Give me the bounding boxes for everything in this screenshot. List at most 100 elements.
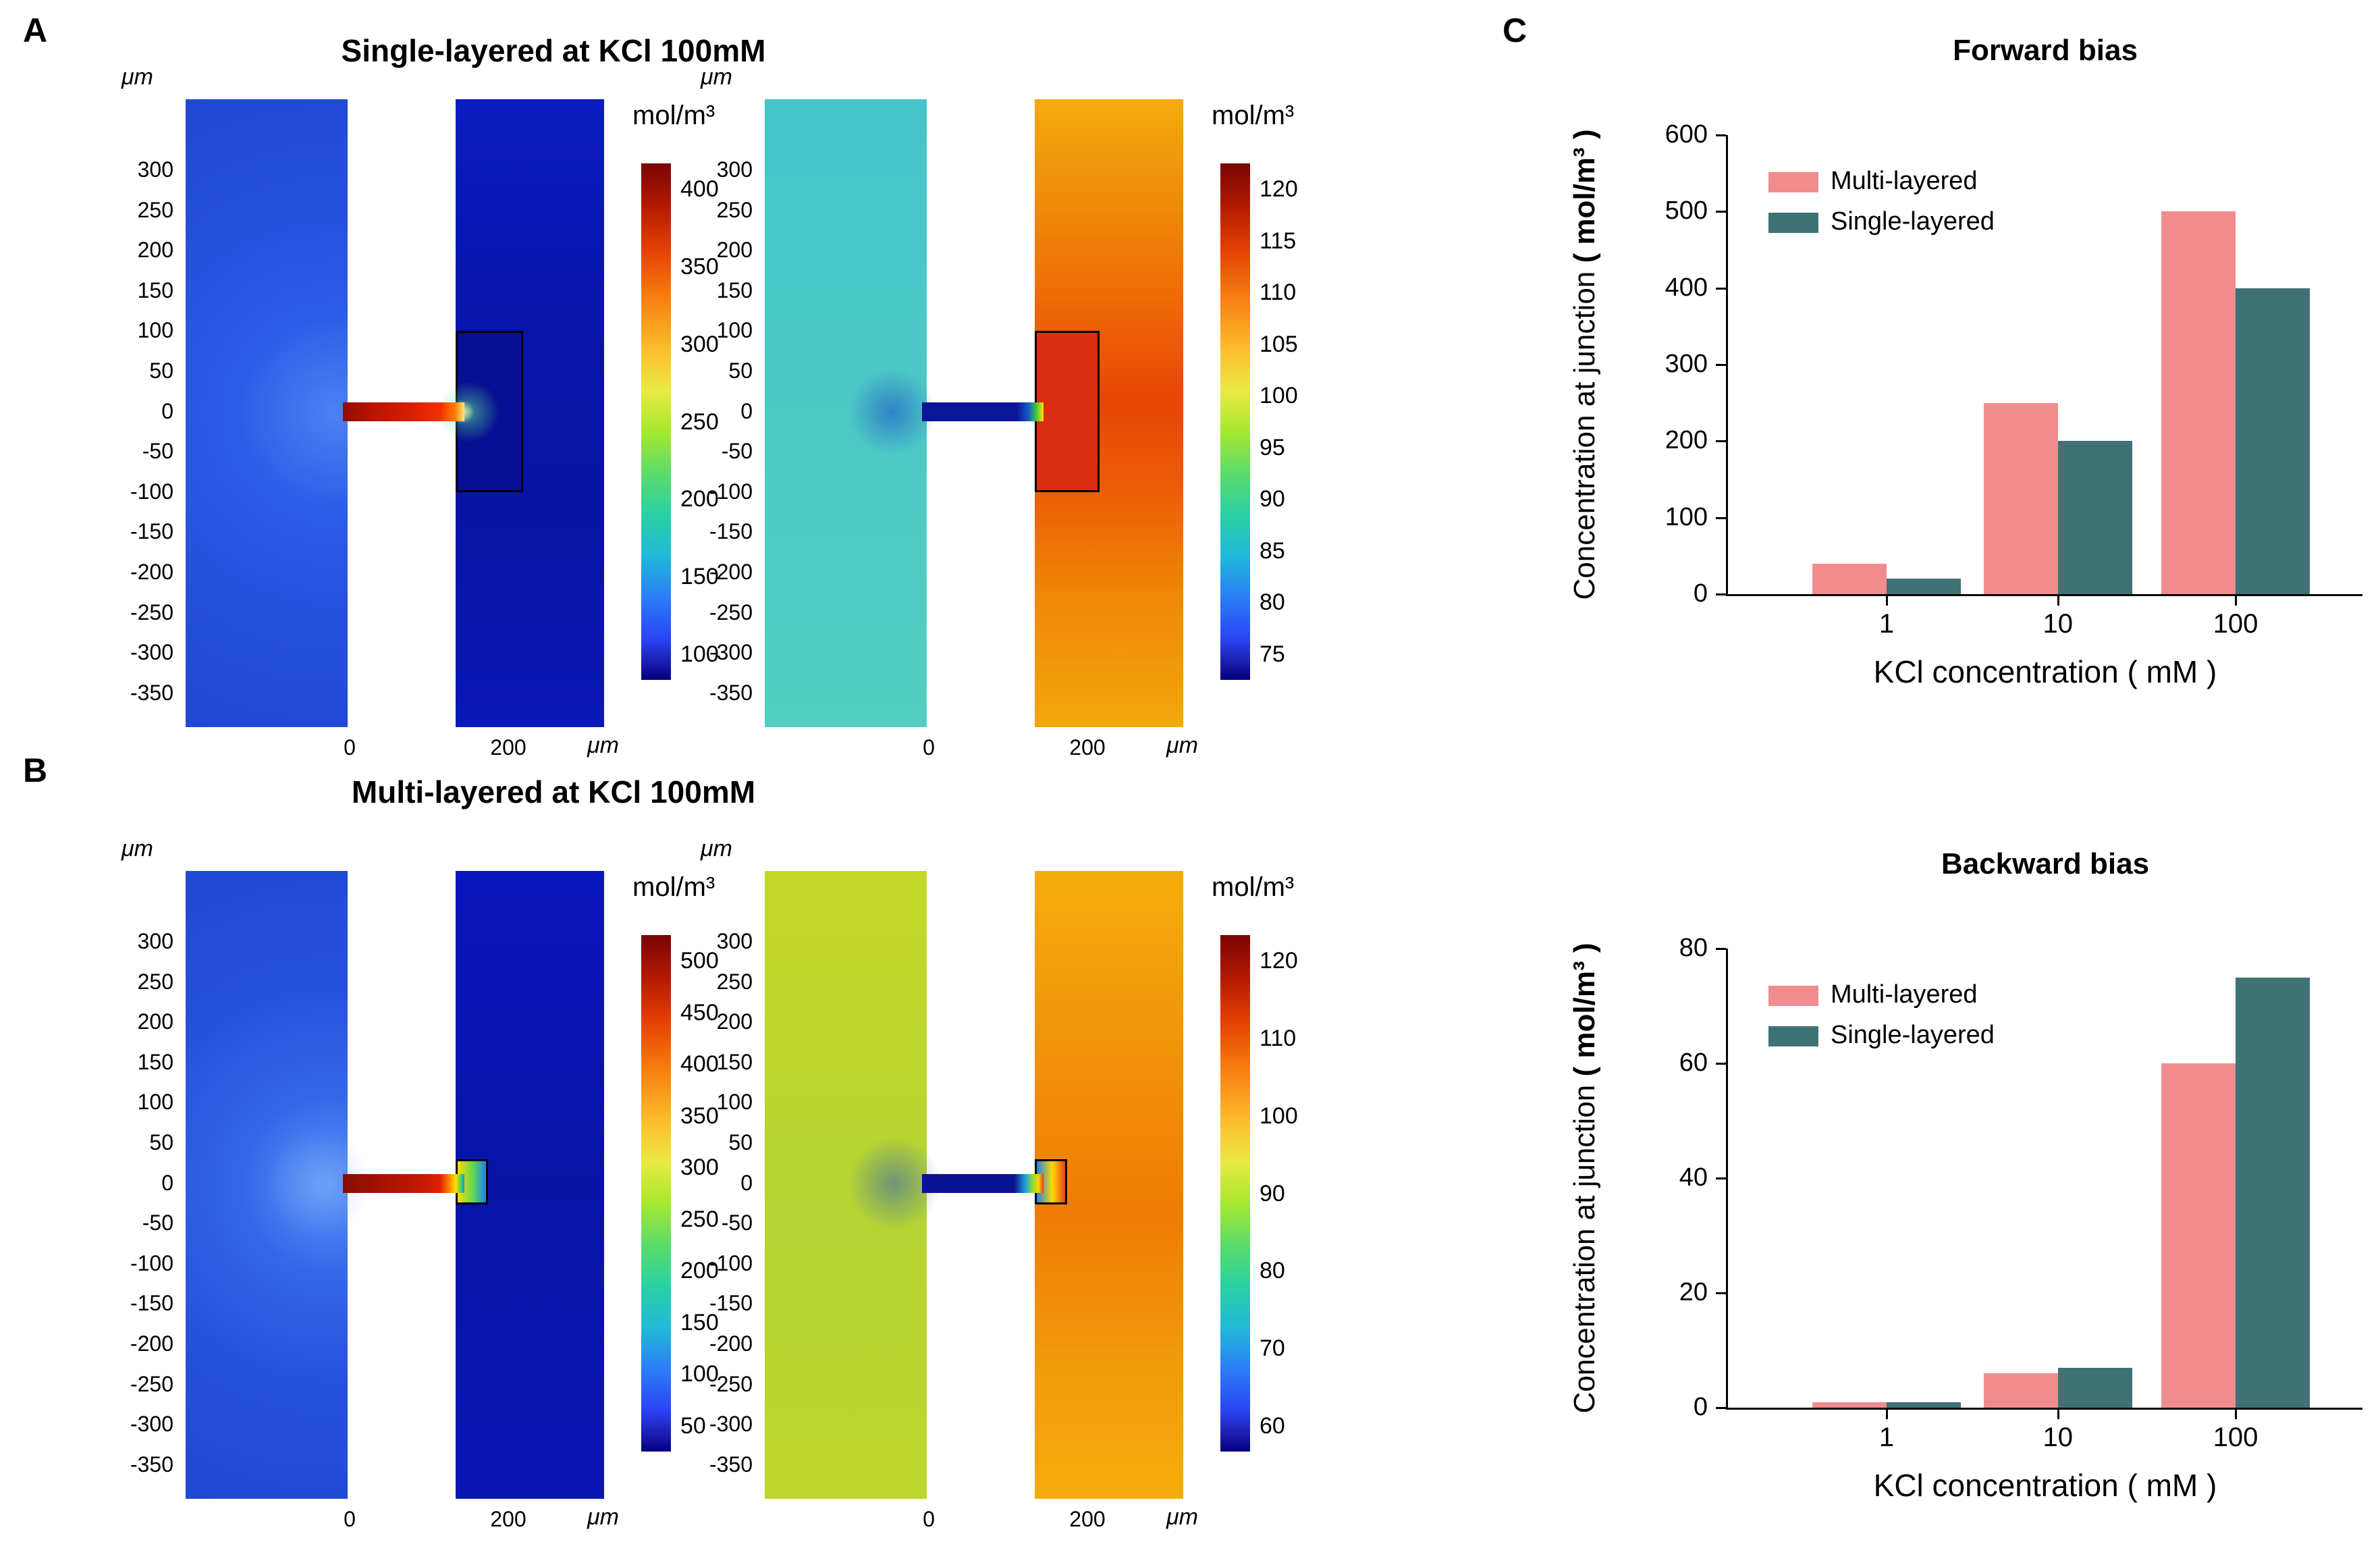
y-tick-label: 250 <box>137 197 173 222</box>
y-tick-mark <box>1716 440 1726 443</box>
x-tick-mark <box>1886 596 1888 606</box>
x-axis-unit-label: μm <box>1166 1504 1198 1530</box>
x-tick-mark <box>2235 1410 2237 1419</box>
x-tick-label: 1 <box>1878 609 1895 639</box>
y-tick-label: -250 <box>709 600 753 625</box>
x-axis-line <box>1726 594 2362 596</box>
colorbar-label: mol/m³ <box>632 872 715 902</box>
y-tick-label: -150 <box>709 1291 753 1316</box>
y-tick-label: 0 <box>1693 1393 1708 1421</box>
y-tick-label: -250 <box>130 1371 173 1396</box>
y-tick-label: 200 <box>716 1009 753 1034</box>
legend-label: Single-layered <box>1831 207 1995 236</box>
colorbar <box>641 163 671 680</box>
colorbar-tick-label: 90 <box>1260 486 1285 512</box>
concentration-glow <box>847 367 936 456</box>
heatmap-multi-layered-right: μm 300 250 200 150 100 50 0 -50 -100 -150 -200 -250-… <box>680 829 1369 1567</box>
x-tick-label: 0 <box>923 735 935 760</box>
panel-b-title: Multi-layered at KCl 100mM <box>351 774 756 809</box>
y-axis-unit: ( mol/m³ ) <box>1568 942 1601 1077</box>
colorbar-tick-label: 115 <box>1260 228 1297 254</box>
y-tick-label: 600 <box>1665 120 1708 149</box>
y-tick-label: -250 <box>709 1371 753 1396</box>
x-axis-title: KCl concentration ( mM ) <box>1873 654 2217 689</box>
bar-multi-layered <box>2161 1063 2236 1408</box>
x-tick-mark <box>2057 1410 2059 1419</box>
y-tick-label: -200 <box>709 560 753 585</box>
colorbar-tick-label: 100 <box>680 641 719 667</box>
y-tick-label: 60 <box>1679 1048 1708 1077</box>
x-tick-label: 1 <box>1878 1423 1895 1452</box>
colorbar-tick-label: 250 <box>680 1206 719 1232</box>
colorbar-label: mol/m³ <box>1212 101 1295 130</box>
y-tick-label: -50 <box>142 439 173 464</box>
y-tick-label: -350 <box>709 1452 753 1477</box>
colorbar-tick-label: 100 <box>680 1361 719 1387</box>
colorbar-tick-label: 200 <box>680 486 719 512</box>
x-axis-unit-label: μm <box>587 1504 619 1530</box>
colorbar-tick-label: 120 <box>1260 948 1298 974</box>
bar-single-layered <box>1887 579 1961 594</box>
colorbar-tick-label: 300 <box>680 1154 719 1181</box>
colorbar-tick-label: 90 <box>1260 1180 1285 1206</box>
y-tick-label: -350 <box>709 680 753 705</box>
y-tick-label: -50 <box>721 1211 753 1236</box>
y-tick-label: 150 <box>716 277 753 302</box>
colorbar-tick-label: 100 <box>1260 383 1298 409</box>
y-tick-label: 500 <box>1665 196 1708 225</box>
x-tick-label: 0 <box>923 1507 935 1531</box>
panel-a-title: Single-layered at KCl 100mM <box>341 33 766 68</box>
x-axis-unit-label: μm <box>587 733 619 758</box>
colorbar-tick-label: 500 <box>680 948 719 974</box>
y-tick-label: -100 <box>709 479 753 504</box>
x-tick-label: 10 <box>2043 1423 2074 1452</box>
y-axis-unit-label: μm <box>701 64 732 90</box>
y-tick-label: 0 <box>740 398 753 423</box>
y-tick-label: 100 <box>137 1090 173 1115</box>
bar-chart-forward-bias: Forward bias Concentration at junction ( … <box>1546 27 2380 810</box>
y-tick-label: 250 <box>716 197 753 222</box>
y-tick-label: 300 <box>1665 350 1708 378</box>
y-tick-label: 100 <box>716 1090 753 1115</box>
bar-single-layered <box>2057 1367 2132 1408</box>
legend-label: Multi-layered <box>1831 167 1978 195</box>
bar-multi-layered <box>2161 211 2236 594</box>
colorbar-tick-label: 150 <box>680 1309 719 1335</box>
colorbar <box>641 935 671 1452</box>
heatmap-single-layered-right: μm 300 250 200 150 100 50 0 -50 -100 -150 -200 -250 -… <box>680 57 1369 814</box>
panel-a-label: A <box>23 11 48 49</box>
x-tick-label: 0 <box>344 1507 356 1531</box>
y-tick-label: -300 <box>709 640 753 665</box>
y-tick-label: 0 <box>740 1170 753 1195</box>
y-tick-label: -50 <box>142 1211 173 1236</box>
bar-single-layered <box>2236 977 2310 1408</box>
y-tick-label: -100 <box>709 1250 753 1275</box>
y-tick-label: 400 <box>1665 273 1708 302</box>
y-tick-label: 50 <box>149 358 173 383</box>
heatmap-single-layered-left: μm 300 250 200 150 100 50 0 -50 -100 -150 -200 -250 -… <box>101 57 790 814</box>
panel-b-label: B <box>23 751 48 789</box>
y-axis-unit-label: μm <box>121 836 153 861</box>
heatmap-left-region <box>186 871 348 1499</box>
colorbar-tick-label: 70 <box>1260 1335 1285 1361</box>
colorbar-tick-label: 400 <box>680 1051 719 1078</box>
junction-gate <box>1035 331 1100 492</box>
legend-swatch-multi-layered <box>1768 172 1818 192</box>
y-axis-title-text: Concentration at junction <box>1568 263 1601 600</box>
bar-chart-backward-bias: Backward bias Concentration at junction (… <box>1546 841 2380 1567</box>
bar-multi-layered <box>1983 402 2058 594</box>
y-tick-label: 20 <box>1679 1278 1708 1306</box>
chart-title: Backward bias <box>1941 847 2150 880</box>
colorbar-tick-label: 110 <box>1260 1026 1297 1051</box>
y-tick-mark <box>1716 134 1726 136</box>
colorbar-tick-label: 150 <box>680 564 719 589</box>
x-tick-label: 200 <box>490 1507 526 1531</box>
y-tick-label: 100 <box>137 318 173 343</box>
y-axis-unit-label: μm <box>701 836 732 861</box>
legend-swatch-single-layered <box>1768 213 1818 233</box>
colorbar-tick-label: 85 <box>1260 537 1285 564</box>
bar-single-layered <box>2057 441 2132 594</box>
y-tick-label: -250 <box>130 600 173 625</box>
y-tick-label: 0 <box>161 1170 173 1195</box>
